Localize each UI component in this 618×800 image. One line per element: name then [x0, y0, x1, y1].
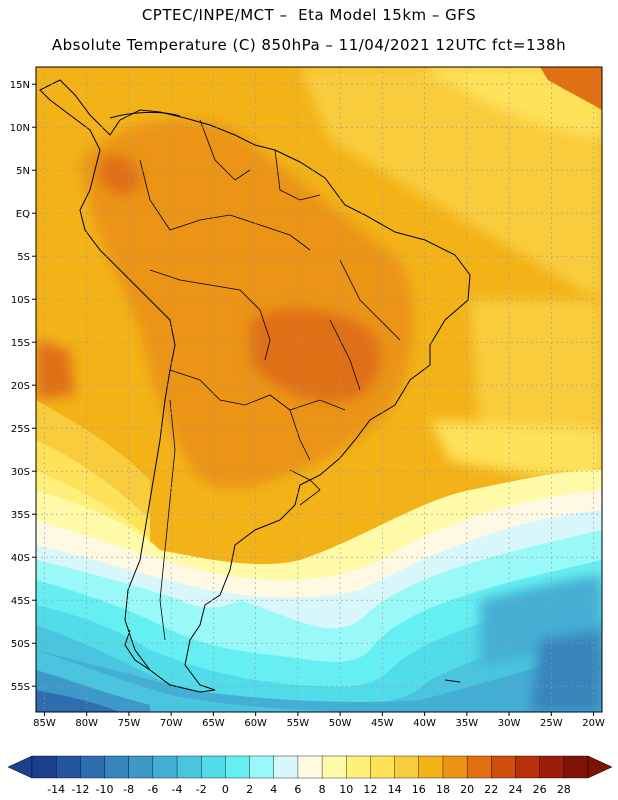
temperature-field [36, 67, 602, 712]
colorbar-swatch [80, 755, 106, 779]
colorbar-label: -14 [47, 783, 65, 796]
lat-tick-label: 5S [17, 252, 30, 263]
colorbar-label: 8 [319, 783, 326, 796]
colorbar-label: 14 [388, 783, 402, 796]
lat-tick-label: 10N [10, 123, 30, 134]
lon-tick-label: 80W [75, 718, 98, 729]
colorbar-arrow-low [7, 755, 33, 779]
colorbar-label: -6 [147, 783, 158, 796]
colorbar-swatch [563, 755, 589, 779]
lat-tick-label: 50S [11, 639, 30, 650]
colorbar-label: 4 [270, 783, 277, 796]
colorbar-swatch [466, 755, 492, 779]
lat-tick-label: EQ [16, 209, 30, 220]
lon-tick-label: 55W [287, 718, 310, 729]
lat-tick-label: 15N [10, 80, 30, 91]
lon-tick-label: 50W [329, 718, 352, 729]
colorbar-label: 20 [460, 783, 474, 796]
lat-tick-label: 25S [11, 424, 30, 435]
lat-tick-label: 40S [11, 553, 30, 564]
colorbar-swatch [225, 755, 251, 779]
coastlines [39, 79, 471, 693]
graticule [36, 67, 602, 712]
colorbar-arrow-high [587, 755, 613, 779]
title-line-2: Absolute Temperature (C) 850hPa – 11/04/… [51, 36, 567, 54]
colorbar-swatch [515, 755, 541, 779]
lat-tick-label: 15S [11, 338, 30, 349]
lat-tick-label: 5N [16, 166, 30, 177]
colorbar-swatch [442, 755, 468, 779]
colorbar-label: 10 [339, 783, 353, 796]
colorbar-label: -8 [123, 783, 134, 796]
colorbar-swatch [249, 755, 275, 779]
lon-tick-label: 45W [371, 718, 394, 729]
colorbar-label: 28 [557, 783, 571, 796]
lon-tick-label: 85W [33, 718, 56, 729]
colorbar-swatch [394, 755, 420, 779]
longitude-axis: 85W 80W 75W 70W 65W 60W 55W 50W 45W 40W 35W 30W 25W 2… [33, 712, 605, 729]
colorbar-label: 6 [294, 783, 301, 796]
colorbar-label: 24 [508, 783, 522, 796]
colorbar-label: -10 [96, 783, 114, 796]
colorbar-swatch [297, 755, 323, 779]
country-borders [139, 119, 401, 641]
colorbar-label: 22 [484, 783, 498, 796]
map-frame [35, 66, 603, 713]
colorbar-swatch [346, 755, 371, 779]
lon-tick-label: 35W [456, 718, 479, 729]
title-line-1: CPTEC/INPE/MCT – Eta Model 15km – GFS [141, 6, 477, 24]
colorbar-swatch [152, 755, 178, 779]
lon-tick-label: 20W [582, 718, 605, 729]
lon-tick-label: 60W [244, 718, 267, 729]
colorbar-label: -12 [71, 783, 89, 796]
lat-tick-label: 30S [11, 467, 30, 478]
colorbar-label: -2 [196, 783, 207, 796]
lon-tick-label: 30W [498, 718, 521, 729]
lat-tick-label: 35S [11, 510, 30, 521]
colorbar-swatch [418, 755, 444, 779]
lon-tick-label: 25W [540, 718, 563, 729]
latitude-axis: 15N 10N 5N EQ 5S 10S 15S 20S 25S 30S 35S 40S 45S 50S 5… [10, 80, 36, 693]
colorbar-swatch [273, 755, 299, 779]
colorbar-swatch [491, 755, 516, 779]
lon-tick-label: 70W [160, 718, 183, 729]
colorbar-swatch [321, 755, 347, 779]
colorbar-label: 12 [363, 783, 377, 796]
colorbar: -14 -12 -10 -8 -6 -4 -2 0 2 4 6 8 10 12 14 16 18 20 22 24 26… [7, 755, 613, 796]
colorbar-swatch [128, 755, 154, 779]
lat-tick-label: 20S [11, 381, 30, 392]
lat-tick-label: 10S [11, 295, 30, 306]
colorbar-swatch [370, 755, 396, 779]
colorbar-label: 18 [436, 783, 450, 796]
colorbar-label: 0 [222, 783, 229, 796]
lat-tick-label: 55S [11, 682, 30, 693]
colorbar-label: 26 [533, 783, 547, 796]
colorbar-swatch [31, 755, 57, 779]
colorbar-swatch [539, 755, 565, 779]
lat-tick-label: 45S [11, 596, 30, 607]
colorbar-swatch [104, 755, 130, 779]
colorbar-swatch [201, 755, 226, 779]
colorbar-swatch [176, 755, 202, 779]
colorbar-label: -4 [172, 783, 183, 796]
colorbar-label: 16 [412, 783, 426, 796]
lon-tick-label: 65W [202, 718, 225, 729]
lon-tick-label: 40W [413, 718, 436, 729]
colorbar-label: 2 [246, 783, 253, 796]
lon-tick-label: 75W [118, 718, 141, 729]
colorbar-swatch [55, 755, 81, 779]
